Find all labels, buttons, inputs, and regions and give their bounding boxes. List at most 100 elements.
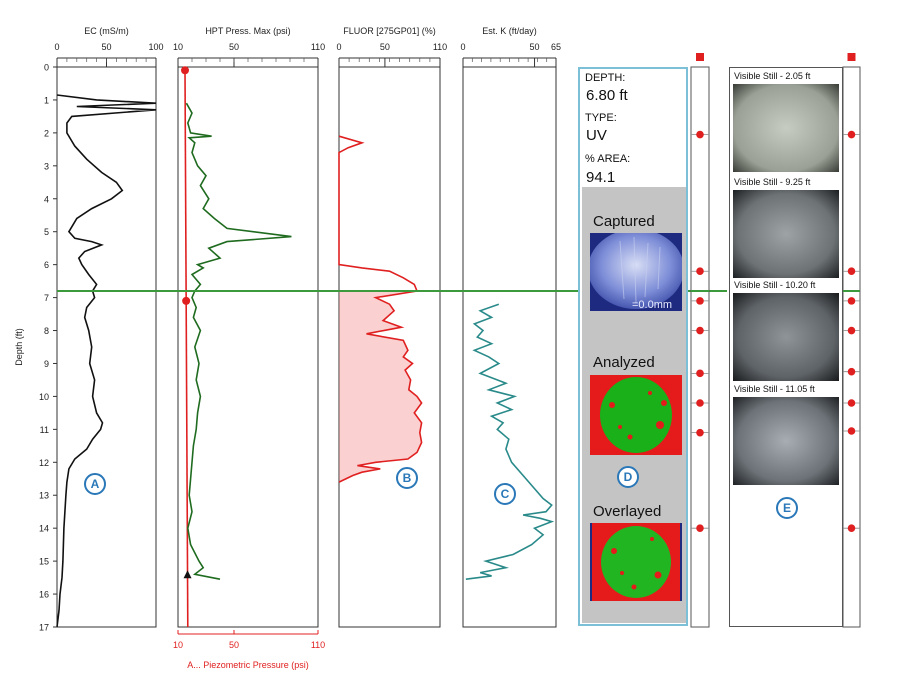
x-tick-label: 50 (380, 42, 390, 52)
area-value: 94.1 (586, 169, 616, 186)
overlayed-image[interactable] (590, 523, 682, 601)
callout-e: E (776, 497, 798, 519)
y-tick-label: 5 (44, 227, 49, 237)
x-tick-label: 0 (460, 42, 465, 52)
y-tick-label: 14 (39, 524, 49, 534)
marker-dot (696, 326, 704, 335)
bottom-tick-label: 110 (311, 640, 325, 650)
panel-title: EC (mS/m) (84, 26, 129, 36)
marker-dot (696, 297, 704, 305)
scale-text: =0.0mm (632, 299, 672, 311)
still-image[interactable] (733, 190, 839, 278)
captured-image[interactable]: =0.0mm (590, 233, 682, 311)
marker-dot (696, 428, 704, 437)
x-tick-label: 0 (336, 42, 341, 52)
marker-dot (847, 297, 856, 305)
callout-b: B (396, 467, 418, 489)
x-tick-label: 0 (54, 42, 59, 52)
bottom-tick-label: 50 (229, 640, 239, 650)
piezometric-line (184, 70, 189, 628)
x-tick-label: 10 (173, 42, 183, 52)
marker-dot (696, 369, 704, 378)
plot-frame (462, 66, 557, 628)
x-tick-label: 65 (551, 42, 561, 52)
y-tick-label: 15 (39, 557, 49, 567)
piezometric-marker (182, 296, 191, 305)
plot-frame (177, 66, 319, 628)
x-tick-label: 50 (229, 42, 239, 52)
marker-dot (847, 524, 856, 532)
y-tick-label: 16 (39, 590, 49, 600)
arrow-marker (183, 570, 192, 579)
analyzed-image[interactable] (590, 375, 682, 455)
marker-dot (847, 427, 856, 435)
area-label: % AREA: (585, 153, 631, 165)
x-tick-label: 50 (101, 42, 111, 52)
callout-a: A (84, 473, 106, 495)
piezometric-marker (181, 66, 189, 75)
panel-title: HPT Press. Max (psi) (205, 26, 290, 36)
y-axis-title: Depth (ft) (14, 328, 24, 366)
y-tick-label: 13 (39, 491, 49, 501)
series-line (185, 102, 292, 580)
still-image[interactable] (733, 293, 839, 381)
fluor-fill (339, 291, 422, 483)
y-tick-label: 1 (44, 95, 49, 105)
type-label: TYPE: (585, 112, 617, 124)
uv-image-area: Captured =0.0mm Analyzed (582, 187, 686, 623)
still-title: Visible Still - 11.05 ft (734, 384, 815, 394)
depth-label: DEPTH: (585, 72, 626, 84)
still-title: Visible Still - 9.25 ft (734, 177, 811, 187)
uv-image-panel: DEPTH: 6.80 ft TYPE: UV % AREA: 94.1 Cap… (578, 67, 688, 626)
marker-dot (847, 130, 856, 139)
y-tick-label: 9 (44, 359, 49, 369)
bottom-tick-label: 10 (173, 640, 183, 650)
marker-dot (847, 326, 856, 335)
y-tick-label: 4 (44, 194, 49, 204)
marker-dot (696, 524, 704, 532)
y-tick-label: 3 (44, 161, 49, 171)
marker-strip (842, 66, 861, 628)
bottom-axis-title: A... Piezometric Pressure (psi) (187, 660, 309, 670)
depth-value: 6.80 ft (586, 87, 628, 104)
panel-title: Est. K (ft/day) (482, 26, 537, 36)
still-title: Visible Still - 2.05 ft (734, 71, 811, 81)
still-title: Visible Still - 10.20 ft (734, 280, 816, 290)
type-value: UV (586, 127, 607, 144)
y-tick-label: 11 (40, 425, 49, 435)
marker-strip-flag (847, 53, 856, 61)
y-tick-label: 0 (44, 63, 49, 73)
x-tick-label: 110 (311, 42, 325, 52)
y-tick-label: 6 (44, 260, 49, 270)
marker-dot (696, 399, 704, 407)
plot-frame (56, 66, 157, 628)
marker-strip-flag (696, 53, 704, 61)
callout-c: C (494, 483, 516, 505)
x-tick-label: 110 (433, 42, 447, 52)
marker-dot (696, 267, 704, 276)
overlayed-title: Overlayed (593, 503, 662, 520)
y-tick-label: 12 (39, 458, 49, 468)
series-line (465, 303, 555, 580)
y-tick-label: 10 (39, 392, 49, 402)
still-image[interactable] (733, 397, 839, 485)
marker-strip (690, 66, 710, 628)
y-tick-label: 7 (44, 293, 49, 303)
y-tick-label: 2 (44, 128, 49, 138)
marker-dot (847, 267, 856, 276)
x-tick-label: 100 (148, 42, 163, 52)
series-line (56, 94, 157, 628)
visible-stills-panel: Visible Still - 2.05 ft Visible Still - … (729, 67, 843, 627)
marker-dot (847, 399, 856, 407)
x-tick-label: 50 (530, 42, 540, 52)
marker-dot (696, 130, 704, 139)
still-image[interactable] (733, 84, 839, 172)
plot-frame (338, 66, 441, 628)
fluor-line (338, 135, 423, 483)
captured-title: Captured (593, 213, 655, 230)
y-tick-label: 8 (44, 326, 49, 336)
panel-title: FLUOR [275GP01] (%) (343, 26, 436, 36)
analyzed-title: Analyzed (593, 354, 655, 371)
marker-dot (847, 367, 856, 376)
callout-d: D (617, 466, 639, 488)
